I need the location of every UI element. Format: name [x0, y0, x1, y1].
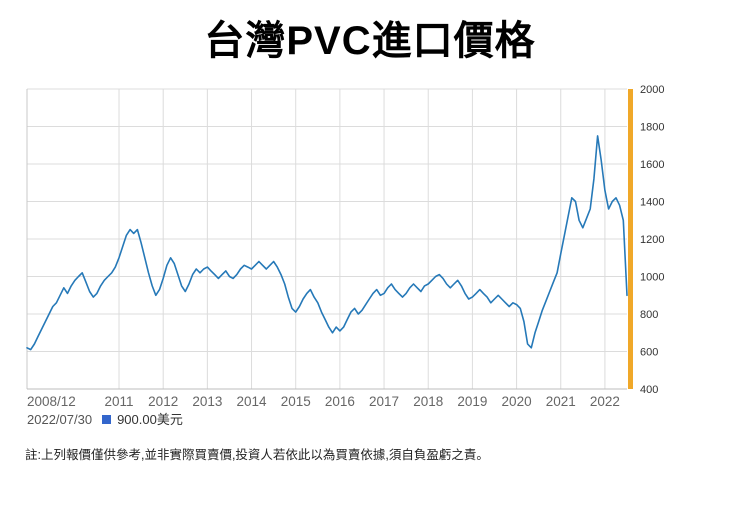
- y-tick-label: 1000: [640, 272, 664, 284]
- page-title: 台灣PVC進口價格: [204, 19, 536, 63]
- y-tick-label: 800: [640, 309, 658, 321]
- x-tick-label: 2015: [281, 394, 311, 409]
- x-tick-label: 2022: [590, 394, 620, 409]
- disclaimer-note: 註:上列報價僅供參考,並非實際買賣價,投資人若依此以為買賣依據,須自負盈虧之責。: [25, 447, 489, 462]
- legend-row: 2022/07/30 900.00美元: [27, 412, 685, 428]
- x-tick-label: 2019: [457, 394, 487, 409]
- y-tick-label: 400: [640, 384, 658, 396]
- y-tick-label: 600: [640, 347, 658, 359]
- x-tick-label: 2016: [325, 394, 355, 409]
- price-line: [26, 135, 628, 351]
- legend-date: 2022/07/30: [27, 412, 93, 427]
- x-tick-label: 2021: [546, 394, 576, 409]
- price-chart: 2000 1800 1600 1400 1200 1000 800 600 400 2008/12…: [25, 80, 685, 428]
- y-tick-label: 1600: [640, 159, 664, 171]
- y-tick-label: 2000: [640, 84, 664, 96]
- legend-value: 900.00美元: [117, 412, 183, 427]
- y-tick-label: 1400: [640, 197, 664, 209]
- x-tick-label: 2017: [369, 394, 399, 409]
- x-tick-label: 2008/12: [27, 394, 76, 409]
- x-tick-label: 2020: [502, 394, 532, 409]
- x-tick-label: 2013: [192, 394, 222, 409]
- x-tick-label: 2011: [105, 394, 134, 409]
- y-tick-label: 1200: [640, 234, 664, 246]
- x-tick-label: 2012: [148, 394, 178, 409]
- y-tick-label: 1800: [640, 122, 664, 134]
- axis-stripe: [628, 89, 633, 389]
- x-tick-label: 2018: [413, 394, 443, 409]
- legend-marker-icon: [102, 415, 112, 425]
- x-tick-label: 2014: [237, 394, 268, 409]
- price-chart-svg: 2000 1800 1600 1400 1200 1000 800 600 400 2008/12…: [26, 84, 664, 409]
